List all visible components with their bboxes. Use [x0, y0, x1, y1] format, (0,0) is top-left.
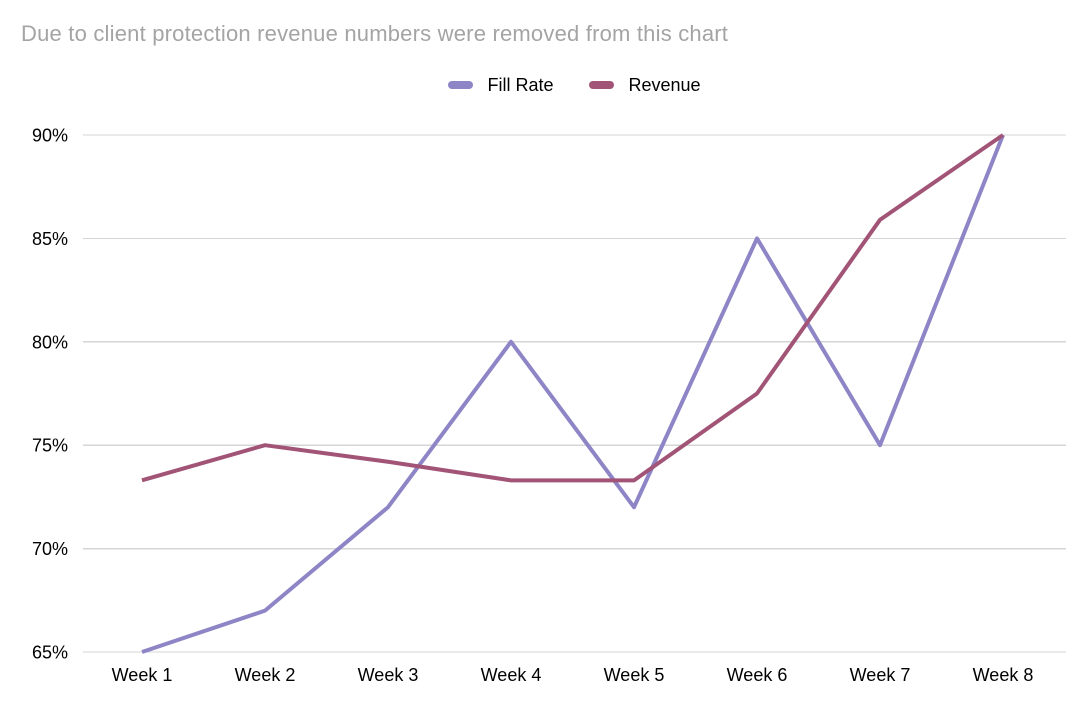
y-tick-label: 85% — [32, 229, 68, 249]
legend-item-fill-rate: Fill Rate — [448, 75, 553, 96]
x-tick-label: Week 4 — [481, 665, 542, 685]
legend-label-revenue: Revenue — [628, 74, 701, 95]
x-tick-label: Week 8 — [973, 665, 1034, 685]
fill-rate-swatch-icon — [448, 81, 474, 89]
y-tick-label: 65% — [32, 643, 68, 663]
y-tick-label: 80% — [32, 332, 68, 352]
chart-legend: Fill Rate Revenue — [83, 72, 1066, 98]
y-tick-label: 70% — [32, 539, 68, 559]
x-tick-label: Week 1 — [112, 665, 173, 685]
legend-item-revenue: Revenue — [589, 74, 701, 96]
x-tick-label: Week 7 — [850, 665, 911, 685]
y-tick-label: 90% — [32, 126, 68, 146]
chart-title: Due to client protection revenue numbers… — [21, 21, 729, 46]
x-tick-label: Week 6 — [727, 665, 788, 685]
series-line-revenue — [141, 133, 1005, 483]
legend-label-fill-rate: Fill Rate — [487, 74, 554, 95]
y-tick-label: 75% — [32, 436, 68, 456]
x-tick-label: Week 3 — [358, 665, 419, 685]
x-tick-label: Week 5 — [604, 665, 665, 685]
x-tick-label: Week 2 — [235, 665, 296, 685]
revenue-swatch-icon — [589, 81, 615, 89]
series-line-fill-rate — [141, 134, 1005, 654]
